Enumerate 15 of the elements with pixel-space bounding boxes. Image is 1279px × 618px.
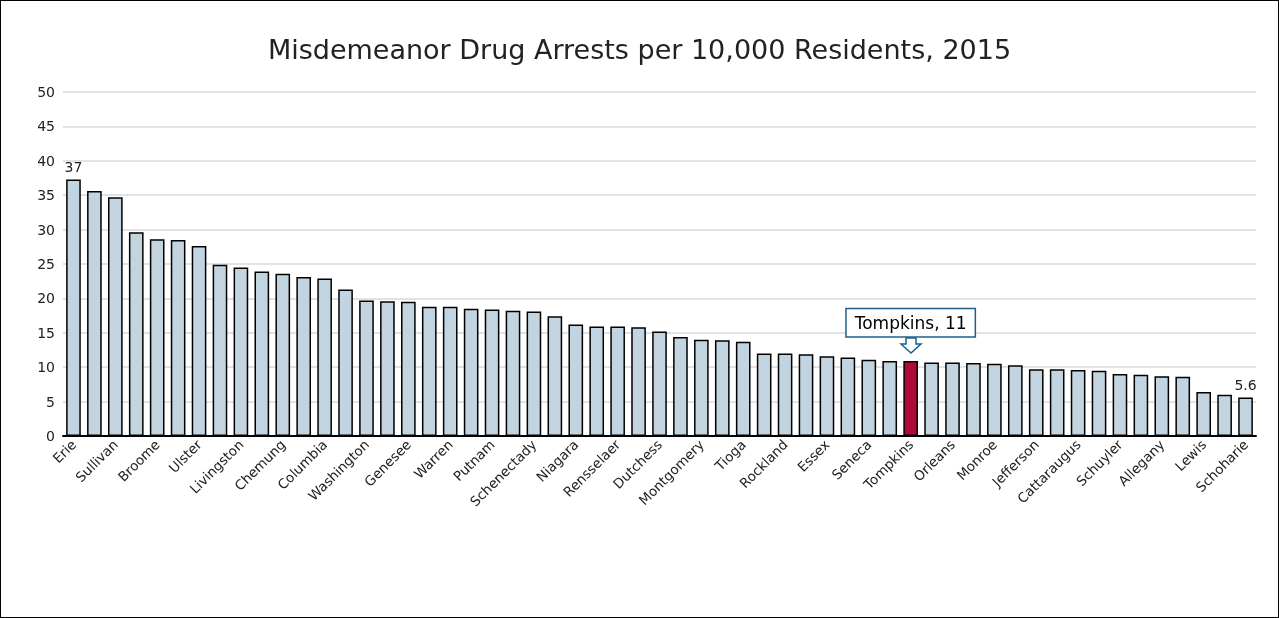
y-tick-label: 5 (46, 393, 55, 410)
data-label: 37 (64, 159, 83, 176)
data-label: 5.6 (1234, 377, 1257, 394)
y-tick-label: 35 (37, 187, 55, 204)
y-tick-label: 15 (37, 324, 55, 341)
y-tick-label: 25 (37, 256, 55, 272)
y-tick-label: 45 (37, 118, 55, 135)
chart-title: Misdemeanor Drug Arrests per 10,000 Residents, 2015 (267, 34, 1012, 65)
y-tick-label: 50 (37, 84, 55, 100)
y-tick-label: 30 (37, 221, 55, 238)
y-tick-label: 10 (37, 359, 55, 376)
y-tick-label: 0 (46, 428, 55, 444)
annotation: Tompkins, 11 (853, 312, 967, 333)
y-tick-label: 40 (37, 152, 55, 169)
y-tick-label: 20 (37, 290, 55, 307)
